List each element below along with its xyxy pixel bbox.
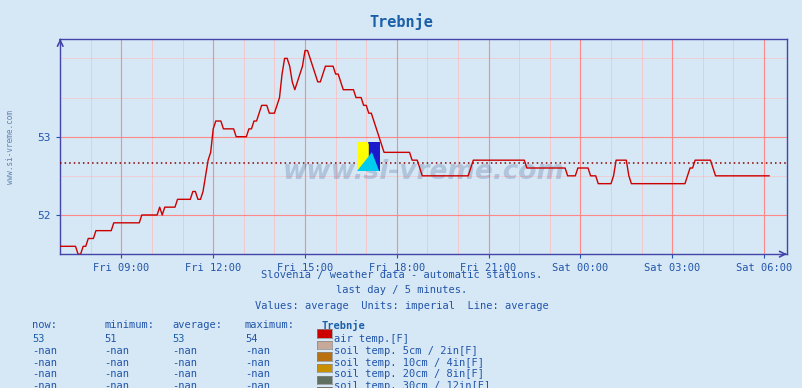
Text: -nan: -nan	[172, 381, 197, 388]
Text: average:: average:	[172, 320, 222, 330]
Text: air temp.[F]: air temp.[F]	[334, 334, 408, 345]
Text: soil temp. 5cm / 2in[F]: soil temp. 5cm / 2in[F]	[334, 346, 477, 356]
Text: -nan: -nan	[172, 346, 197, 356]
Text: 53: 53	[172, 334, 185, 345]
Text: -nan: -nan	[245, 369, 269, 379]
Text: Trebnje: Trebnje	[321, 320, 364, 331]
Text: -nan: -nan	[32, 381, 57, 388]
Text: -nan: -nan	[104, 369, 129, 379]
Text: Values: average  Units: imperial  Line: average: Values: average Units: imperial Line: av…	[254, 301, 548, 311]
Polygon shape	[368, 142, 379, 171]
Text: now:: now:	[32, 320, 57, 330]
Text: Slovenia / weather data - automatic stations.: Slovenia / weather data - automatic stat…	[261, 270, 541, 280]
Text: Trebnje: Trebnje	[369, 14, 433, 30]
Text: minimum:: minimum:	[104, 320, 154, 330]
Text: -nan: -nan	[104, 381, 129, 388]
Text: 53: 53	[32, 334, 45, 345]
Text: -nan: -nan	[104, 346, 129, 356]
Text: -nan: -nan	[245, 358, 269, 368]
Text: -nan: -nan	[104, 358, 129, 368]
Bar	[368, 142, 379, 171]
Text: -nan: -nan	[32, 369, 57, 379]
Text: -nan: -nan	[172, 369, 197, 379]
Text: www.si-vreme.com: www.si-vreme.com	[6, 111, 15, 184]
Text: soil temp. 10cm / 4in[F]: soil temp. 10cm / 4in[F]	[334, 358, 484, 368]
Text: -nan: -nan	[172, 358, 197, 368]
Text: last day / 5 minutes.: last day / 5 minutes.	[335, 285, 467, 295]
Text: 54: 54	[245, 334, 257, 345]
Text: maximum:: maximum:	[245, 320, 294, 330]
Bar	[357, 142, 368, 171]
Text: -nan: -nan	[245, 346, 269, 356]
Text: -nan: -nan	[32, 358, 57, 368]
Text: 51: 51	[104, 334, 117, 345]
Text: soil temp. 20cm / 8in[F]: soil temp. 20cm / 8in[F]	[334, 369, 484, 379]
Text: www.si-vreme.com: www.si-vreme.com	[282, 159, 564, 185]
Text: soil temp. 30cm / 12in[F]: soil temp. 30cm / 12in[F]	[334, 381, 490, 388]
Polygon shape	[357, 142, 379, 171]
Text: -nan: -nan	[32, 346, 57, 356]
Text: -nan: -nan	[245, 381, 269, 388]
